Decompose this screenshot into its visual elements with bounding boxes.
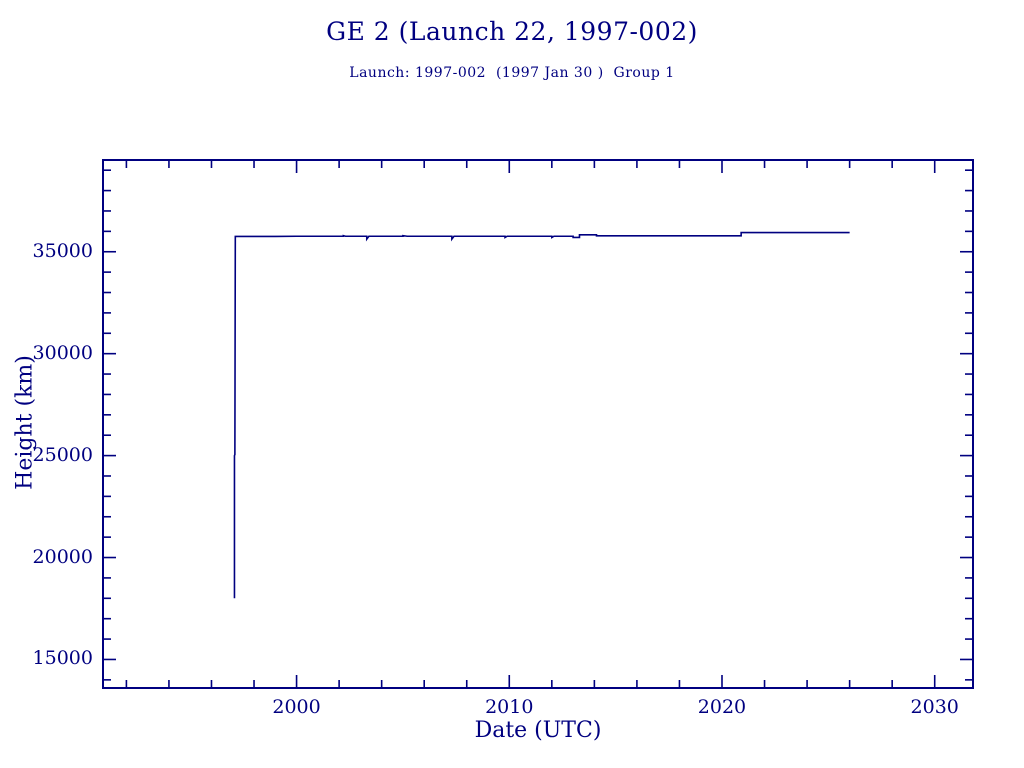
y-tick-label: 25000 <box>32 443 93 466</box>
chart-subtitle: Launch: 1997-002 (1997 Jan 30 ) Group 1 <box>349 65 675 81</box>
x-tick-label: 2010 <box>485 696 534 718</box>
chart-title: GE 2 (Launch 22, 1997-002) <box>326 17 698 46</box>
y-tick-marks <box>103 169 973 681</box>
y-tick-label: 15000 <box>32 647 93 670</box>
y-tick-label: 35000 <box>32 239 93 262</box>
x-tick-label: 2000 <box>272 696 321 718</box>
y-tick-label: 20000 <box>32 545 93 568</box>
x-tick-label: 2020 <box>697 696 747 718</box>
data-series-line <box>233 231 850 599</box>
x-tick-marks <box>125 160 936 688</box>
axis-frame <box>102 159 974 689</box>
x-tick-label: 2030 <box>910 696 959 718</box>
y-tick-label: 30000 <box>32 341 93 364</box>
x-axis-label: Date (UTC) <box>474 718 602 743</box>
